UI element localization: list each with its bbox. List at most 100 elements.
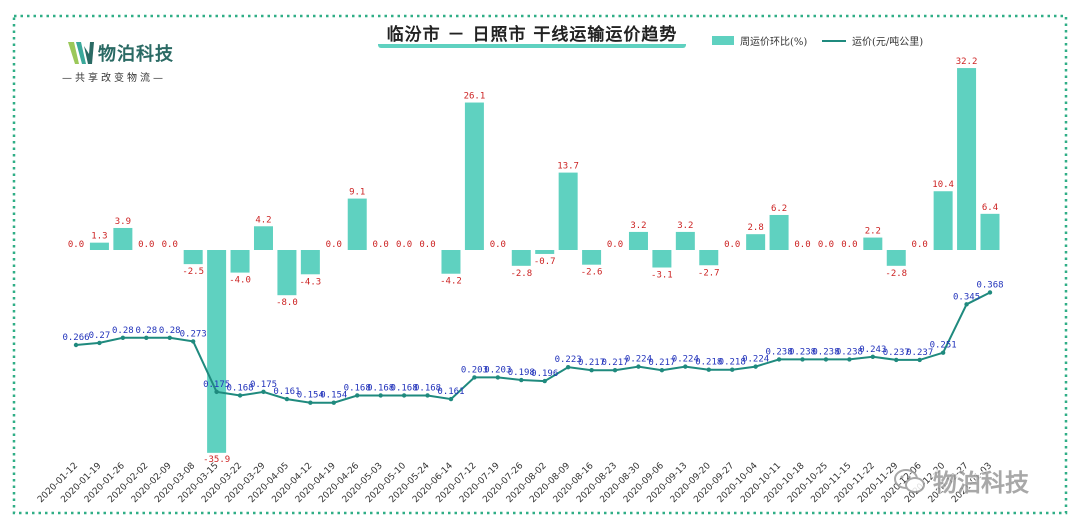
logo-brand-text: 物泊科技 (98, 44, 174, 65)
line-label-2020-11-22: 0.243 (859, 345, 886, 355)
line-point-2020-04-19 (331, 400, 336, 405)
bar-label-2020-07-26: -2.8 (510, 269, 532, 279)
line-label-2020-08-16: 0.217 (578, 358, 605, 368)
line-label-2020-03-22: 0.168 (227, 383, 254, 393)
line-point-2020-01-12 (73, 342, 79, 348)
line-label-2020-09-20: 0.218 (695, 358, 722, 368)
bar-2020-04-05 (277, 250, 297, 296)
dotted-border (12, 14, 1068, 515)
bar-label-2020-08-30: 3.2 (630, 221, 646, 231)
bar-label-2020-10-11: 6.2 (771, 204, 787, 214)
line-label-2020-11-15: 0.238 (836, 347, 863, 357)
bar-label-2020-03-29: 4.2 (255, 215, 271, 225)
line-label-2020-07-12: 0.203 (461, 365, 488, 375)
legend-bar-label: 周运价环比(%) (740, 37, 808, 48)
line-label-2020-08-23: 0.217 (601, 358, 628, 368)
bar-label-2020-08-16: -2.6 (581, 268, 603, 278)
bar-2020-08-30 (628, 231, 648, 250)
bar-label-2020-08-02: -0.7 (534, 257, 556, 267)
legend-item-line[interactable]: 运价(元/吨公里) (822, 33, 923, 48)
line-point-2020-08-23 (612, 368, 618, 373)
bar-2020-03-29 (253, 226, 273, 250)
bar-label-2020-05-03: 0.0 (373, 240, 389, 250)
bar-label-2020-07-19: 0.0 (490, 240, 506, 250)
line-point-2020-07-26 (519, 377, 524, 383)
bar-label-2020-10-04: 2.8 (748, 223, 764, 233)
line-point-2020-11-22 (870, 354, 876, 360)
bar-2020-09-20 (699, 250, 719, 266)
line-point-2020-09-13 (683, 364, 688, 369)
watermark: 物泊科技 (893, 463, 1029, 498)
line-path (75, 291, 991, 404)
line-point-2020-07-19 (495, 375, 501, 380)
line-point-2020-01-19 (97, 340, 102, 346)
line-label-2020-02-02: 0.28 (135, 326, 157, 336)
line-point-2020-03-22 (237, 393, 243, 398)
line-point-2020-11-15 (847, 357, 852, 362)
bar-2020-08-09 (558, 172, 578, 250)
bar-2020-06-14 (441, 250, 461, 274)
line-point-2020-10-04 (753, 364, 758, 369)
bar-2020-10-04 (746, 234, 766, 250)
line-point-2020-11-29 (894, 357, 899, 363)
bar-2020-08-16 (582, 250, 602, 265)
bar-label-2020-02-09: 0.0 (162, 240, 178, 250)
line-label-2020-05-24: 0.168 (414, 383, 441, 393)
line-label-2020-09-06: 0.217 (648, 358, 675, 368)
line-label-2021-01-03: 0.368 (976, 280, 1003, 290)
line-label-2020-08-30: 0.224 (625, 355, 652, 365)
line-label-2020-08-02: 0.196 (531, 369, 558, 379)
bar-label-2020-12-20: 10.4 (932, 180, 954, 190)
line-point-2020-04-26 (355, 393, 360, 398)
bar-2020-01-26 (113, 227, 133, 250)
bar-2020-03-08 (183, 250, 203, 265)
bar-label-2020-03-15: -35.9 (203, 455, 230, 465)
line-label-2020-04-12: 0.154 (297, 391, 324, 401)
line-label-2020-12-06: 0.237 (906, 348, 933, 358)
line-label-2020-01-12: 0.266 (62, 333, 89, 343)
bar-label-2020-03-08: -2.5 (182, 267, 204, 277)
line-label-2020-06-14: 0.161 (437, 387, 464, 397)
bar-label-2020-11-15: 0.0 (841, 240, 857, 250)
bar-label-2021-01-03: 6.4 (982, 203, 998, 213)
line-point-2020-05-24 (425, 393, 430, 398)
line-label-2020-05-10: 0.168 (391, 383, 418, 393)
line-point-2020-08-09 (565, 364, 571, 370)
line-point-2021-01-03 (987, 290, 993, 295)
line-point-2020-03-08 (190, 339, 196, 344)
bar-2020-09-06 (652, 250, 672, 268)
bar-2020-03-15 (207, 250, 227, 453)
bar-2020-04-26 (347, 198, 367, 250)
line-point-2020-01-26 (120, 335, 126, 340)
line-label-2020-10-18: 0.238 (789, 347, 816, 357)
line-label-2020-12-27: 0.345 (953, 292, 980, 302)
bar-label-2020-09-13: 3.2 (677, 221, 693, 231)
bar-2020-11-29 (886, 250, 906, 266)
bar-label-2020-02-02: 0.0 (138, 240, 154, 250)
line-label-2020-07-26: 0.198 (508, 368, 535, 378)
bar-label-2020-04-26: 9.1 (349, 188, 365, 198)
legend-item-bar[interactable]: 周运价环比(%) (712, 33, 807, 48)
line-label-2020-03-15: 0.175 (203, 380, 230, 390)
line-point-2020-08-30 (636, 364, 641, 369)
line-point-2020-09-20 (706, 367, 711, 372)
logo-w-icon (68, 42, 94, 64)
bar-label-2020-09-06: -3.1 (651, 271, 673, 281)
legend-line-label: 运价(元/吨公里) (852, 37, 924, 48)
bar-label-2020-10-18: 0.0 (794, 240, 810, 250)
watermark-text: 物泊科技 (933, 469, 1029, 497)
bar-label-2020-04-05: -8.0 (276, 298, 298, 308)
bar-label-2020-09-27: 0.0 (724, 240, 740, 250)
wechat-icon (894, 468, 925, 493)
legend-line-swatch (822, 39, 846, 42)
line-point-2020-06-14 (448, 396, 454, 402)
line-label-2020-04-26: 0.168 (344, 383, 371, 393)
line-label-2020-09-13: 0.224 (672, 355, 699, 365)
bar-label-group: 0.0 1.3 3.9 0.0 0.0 -2.5 -35.9 -4.0 4.2 -8.0 -4.3 0… (68, 57, 998, 465)
line-label-2020-03-08: 0.273 (180, 329, 207, 339)
legend-bar-swatch (712, 36, 734, 45)
line-label-2020-01-19: 0.27 (89, 331, 111, 341)
line-label-2020-08-09: 0.223 (555, 355, 582, 365)
bar-2020-12-20 (933, 191, 953, 250)
